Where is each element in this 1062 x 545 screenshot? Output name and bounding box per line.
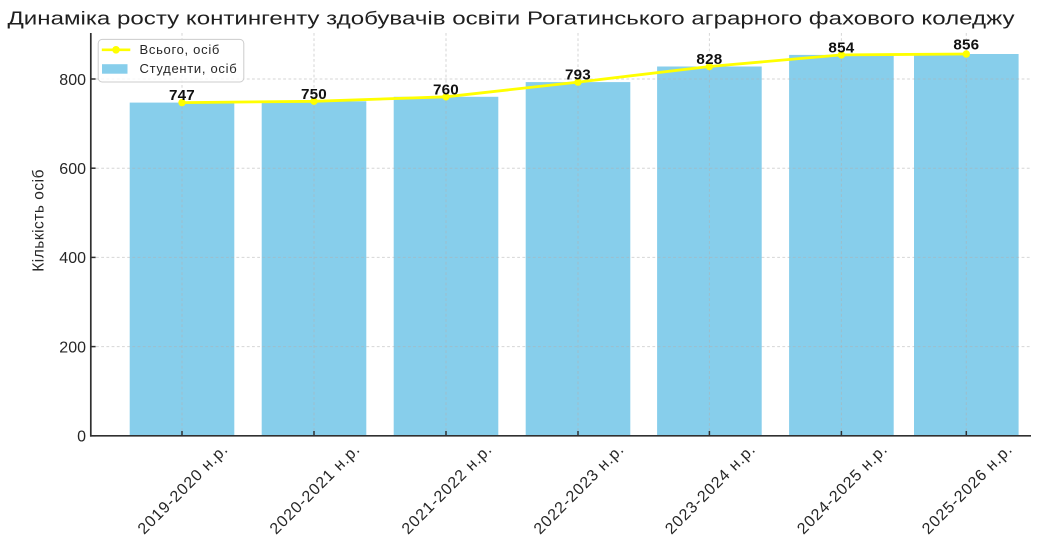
svg-text:Кількість осіб: Кількість осіб — [30, 169, 47, 272]
svg-text:0: 0 — [77, 429, 86, 446]
svg-text:600: 600 — [59, 161, 86, 178]
svg-text:Студенти, осіб: Студенти, осіб — [140, 61, 238, 76]
svg-text:828: 828 — [696, 51, 722, 68]
svg-text:747: 747 — [169, 87, 195, 104]
svg-text:200: 200 — [59, 339, 86, 356]
svg-text:800: 800 — [59, 72, 86, 89]
svg-text:750: 750 — [301, 86, 327, 103]
svg-text:793: 793 — [565, 67, 591, 84]
svg-text:856: 856 — [953, 36, 979, 53]
svg-text:400: 400 — [59, 250, 86, 267]
svg-text:854: 854 — [828, 39, 854, 56]
svg-text:Динаміка росту контингенту здо: Динаміка росту контингенту здобувачів ос… — [8, 8, 1015, 28]
svg-text:760: 760 — [433, 81, 459, 98]
svg-text:Всього, осіб: Всього, осіб — [140, 42, 221, 57]
